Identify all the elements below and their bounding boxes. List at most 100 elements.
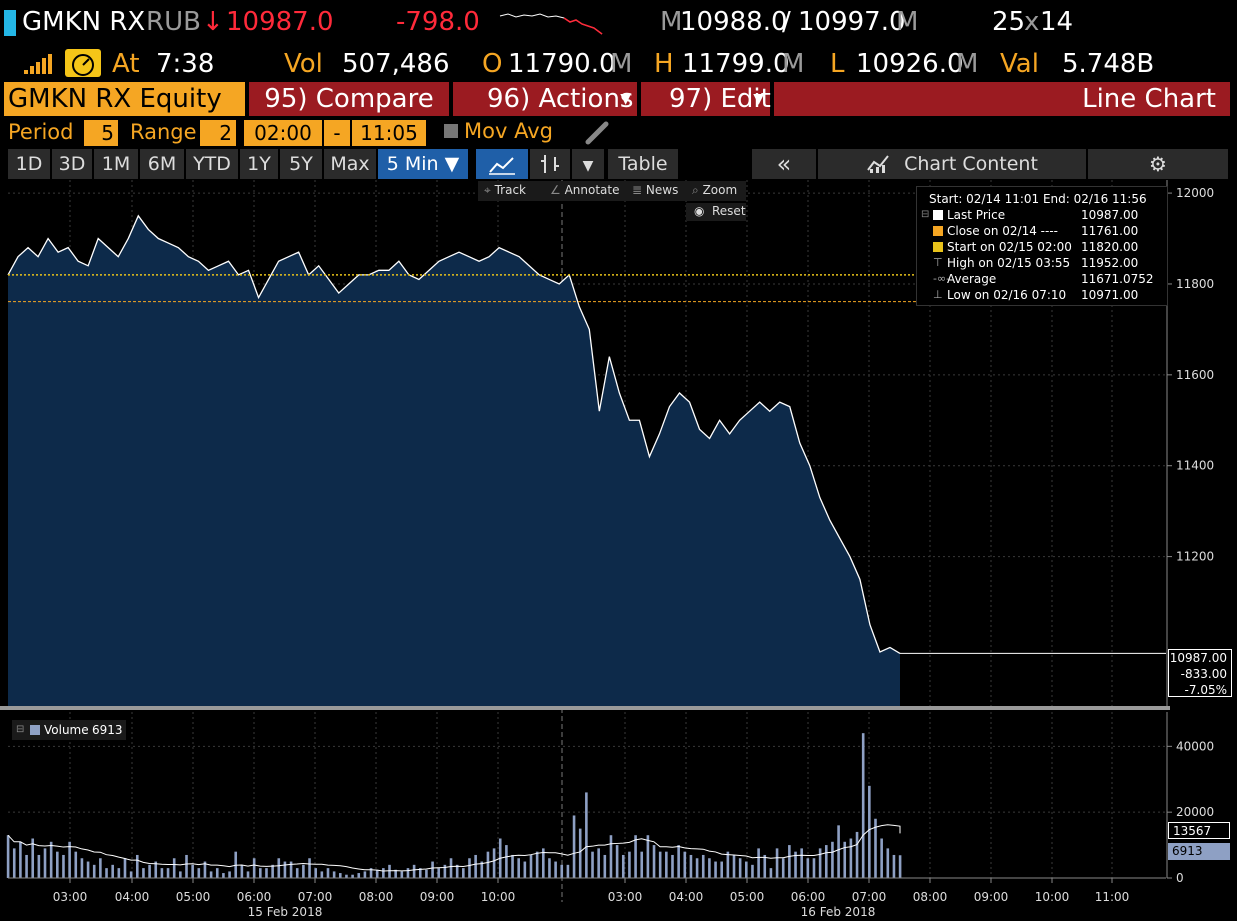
collapse-button[interactable]: « — [752, 149, 816, 179]
pencil-icon[interactable] — [584, 120, 610, 146]
tab-1y[interactable]: 1Y — [240, 149, 278, 179]
news-tool[interactable]: ≣ News — [632, 183, 678, 197]
low-label: L — [830, 49, 845, 79]
volume-bar — [689, 854, 693, 878]
volume-bar — [295, 868, 299, 878]
volume-bar — [283, 861, 287, 878]
volume-bar — [105, 868, 108, 878]
at-label: At — [112, 49, 140, 79]
reset-button[interactable]: ◉ Reset — [686, 203, 746, 221]
time-dash: - — [324, 120, 350, 146]
legend-close[interactable]: Close on 02/14 ---- 11761.00 — [917, 223, 1167, 239]
volume-bar — [166, 868, 170, 878]
volume-bar — [320, 871, 324, 878]
chart-canvas[interactable]: 12000 11800 11600 11400 11200 40000 20000 0 03… — [0, 180, 1237, 921]
speedometer-icon[interactable] — [64, 48, 102, 78]
line-chart-button[interactable] — [476, 149, 528, 179]
table-button[interactable]: Table — [608, 149, 678, 179]
compare-button[interactable]: 95) Compare — [249, 82, 449, 116]
volume-bar — [824, 845, 828, 878]
volume-bar — [665, 851, 668, 878]
volume-bar — [775, 848, 779, 878]
volume-bar — [68, 841, 71, 878]
last-price-tag: 10987.00 -833.00 -7.05% — [1168, 649, 1232, 697]
volume-bars — [6, 733, 902, 878]
collapse-icon[interactable]: ⊟ — [16, 724, 25, 735]
tab-5y[interactable]: 5Y — [280, 149, 322, 179]
legend-label: Last Price — [947, 208, 1006, 222]
settings-button[interactable]: ⚙ — [1088, 149, 1228, 179]
volume-bar — [240, 864, 244, 878]
volume-bar — [369, 868, 373, 878]
volume-bar — [351, 874, 354, 878]
volume-bar — [578, 828, 582, 878]
legend-low[interactable]: ⊥ Low on 02/16 07:10 10971.00 — [917, 287, 1167, 303]
volume-bar — [142, 868, 145, 878]
chart-title: Line Chart — [774, 82, 1230, 116]
annotate-tool[interactable]: ∠ Annotate — [550, 183, 620, 197]
legend-average[interactable]: -∞- Average 11671.0752 — [917, 271, 1167, 287]
end-time-input[interactable]: 11:05 — [352, 120, 426, 146]
volume-bar — [720, 861, 723, 878]
volume-bar — [326, 868, 330, 878]
volume-legend[interactable]: ⊟ Volume 6913 — [12, 720, 126, 740]
bar-chart-button[interactable] — [530, 149, 570, 179]
track-tool[interactable]: ⌖ Track — [484, 183, 526, 198]
volume-bar — [781, 858, 785, 878]
legend-last-price[interactable]: ⊟ Last Price 10987.00 — [917, 207, 1167, 223]
volume-bar — [806, 858, 810, 878]
start-time-input[interactable]: 02:00 — [244, 120, 322, 146]
pane-divider[interactable] — [0, 706, 1170, 710]
volume-bar — [505, 845, 508, 878]
volume-bar — [271, 864, 274, 878]
volume-bar — [738, 858, 742, 878]
time-tick-label: 05:00 — [176, 890, 211, 904]
volume-bar — [74, 851, 78, 878]
volume-bar — [535, 851, 539, 878]
tab-1m[interactable]: 1M — [94, 149, 138, 179]
volume-bar — [548, 858, 551, 878]
zoom-tool[interactable]: ⌕ Zoom — [692, 183, 737, 198]
tab-1d[interactable]: 1D — [8, 149, 50, 179]
range-input[interactable]: 2 — [200, 120, 236, 146]
volume-bar — [12, 848, 16, 878]
volume-bar — [345, 874, 348, 878]
time-tick-label: 08:00 — [913, 890, 948, 904]
edit-menu[interactable]: 97) Edit ▼ — [641, 82, 771, 116]
reset-label: Reset — [712, 204, 746, 218]
tab-max[interactable]: Max — [324, 149, 376, 179]
volume-bar — [640, 851, 644, 878]
interval-dropdown[interactable]: 5 Min ▼ — [378, 149, 468, 179]
chart-type-dropdown[interactable]: ▼ — [572, 149, 604, 179]
volume-legend-value: 6913 — [92, 723, 123, 737]
time-tick-label: 11:00 — [1095, 890, 1130, 904]
chart-content-button[interactable]: Chart Content — [818, 149, 1086, 179]
high-marker-icon: ⊤ — [933, 256, 943, 269]
volume-bar — [621, 854, 625, 878]
legend-start[interactable]: Start on 02/15 02:00 11820.00 — [917, 239, 1167, 255]
bid-size: 25 — [992, 7, 1026, 37]
last-price-tag-price: 10987.00 — [1169, 651, 1227, 665]
volume-axis: 40000 20000 0 — [1166, 712, 1214, 885]
legend-value: 11952.00 — [1081, 256, 1139, 270]
legend-high[interactable]: ⊤ High on 02/15 03:55 11952.00 — [917, 255, 1167, 271]
volume-bar — [591, 851, 594, 878]
actions-menu[interactable]: 96) Actions ▼ — [453, 82, 637, 116]
volume-bar — [129, 871, 133, 878]
volume-bar — [148, 864, 151, 878]
collapse-icon[interactable]: ⊟ — [921, 209, 930, 220]
volume-bar — [228, 871, 231, 878]
volume-bar — [486, 851, 490, 878]
security-field[interactable]: GMKN RX Equity — [4, 82, 245, 116]
tab-ytd[interactable]: YTD — [186, 149, 238, 179]
volume-bar — [683, 851, 687, 878]
tab-3d[interactable]: 3D — [52, 149, 92, 179]
volume-bar — [425, 869, 428, 878]
volume-bar — [56, 851, 59, 878]
mov-avg-checkbox[interactable] — [444, 124, 458, 138]
tab-6m[interactable]: 6M — [140, 149, 184, 179]
volume-bar — [302, 864, 305, 878]
legend-label: Start on 02/15 02:00 — [947, 240, 1072, 254]
volume-bar — [252, 858, 256, 878]
period-input[interactable]: 5 — [84, 120, 118, 146]
